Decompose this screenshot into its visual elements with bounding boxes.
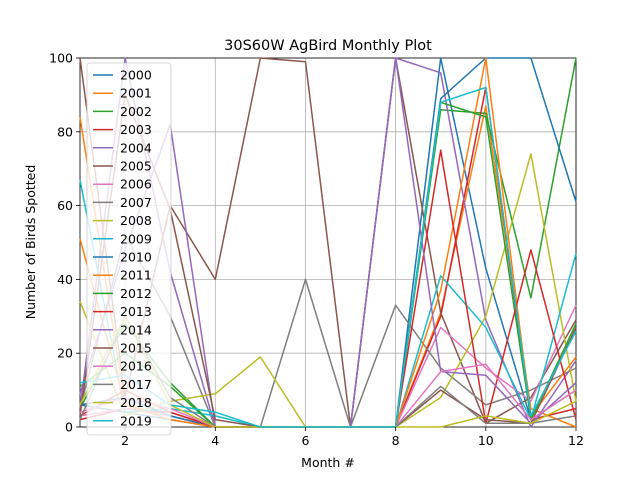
x-axis-ticks: 2 4 6 8 10 12 — [121, 427, 584, 448]
legend-label: 2017 — [120, 377, 152, 392]
y-axis-ticks: 0 20 40 60 80 100 — [49, 51, 80, 435]
x-tick-label: 2 — [121, 433, 129, 448]
legend-label: 2007 — [120, 195, 152, 210]
legend-label: 2019 — [120, 413, 152, 428]
y-tick-label: 20 — [57, 346, 73, 361]
chart-title: 30S60W AgBird Monthly Plot — [224, 38, 432, 54]
legend-label: 2008 — [120, 213, 152, 228]
x-axis-label: Month # — [301, 455, 355, 470]
legend-label: 2009 — [120, 231, 152, 246]
x-tick-label: 12 — [568, 433, 584, 448]
y-tick-label: 0 — [65, 420, 73, 435]
legend-label: 2005 — [120, 159, 152, 174]
x-tick-label: 8 — [392, 433, 400, 448]
legend-label: 2010 — [120, 250, 152, 265]
legend-box — [86, 62, 172, 436]
legend-label: 2018 — [120, 395, 152, 410]
legend-label: 2003 — [120, 122, 152, 137]
legend: 2000 2001 2002 2003 2004 2005 2006 2007 2008 2009… — [86, 62, 172, 436]
legend-label: 2014 — [120, 322, 152, 337]
legend-label: 2000 — [120, 68, 152, 83]
y-axis-label: Number of Birds Spotted — [23, 165, 38, 320]
legend-label: 2001 — [120, 86, 152, 101]
y-tick-label: 60 — [57, 198, 73, 213]
y-tick-label: 80 — [57, 124, 73, 139]
legend-label: 2002 — [120, 104, 152, 119]
x-tick-label: 6 — [301, 433, 309, 448]
legend-label: 2012 — [120, 286, 152, 301]
x-tick-label: 10 — [478, 433, 494, 448]
legend-label: 2011 — [120, 268, 152, 283]
legend-label: 2006 — [120, 177, 152, 192]
legend-label: 2004 — [120, 140, 152, 155]
legend-label: 2015 — [120, 341, 152, 356]
legend-label: 2016 — [120, 359, 152, 374]
x-tick-label: 4 — [211, 433, 219, 448]
y-tick-label: 40 — [57, 272, 73, 287]
y-tick-label: 100 — [49, 51, 73, 66]
legend-label: 2013 — [120, 304, 152, 319]
